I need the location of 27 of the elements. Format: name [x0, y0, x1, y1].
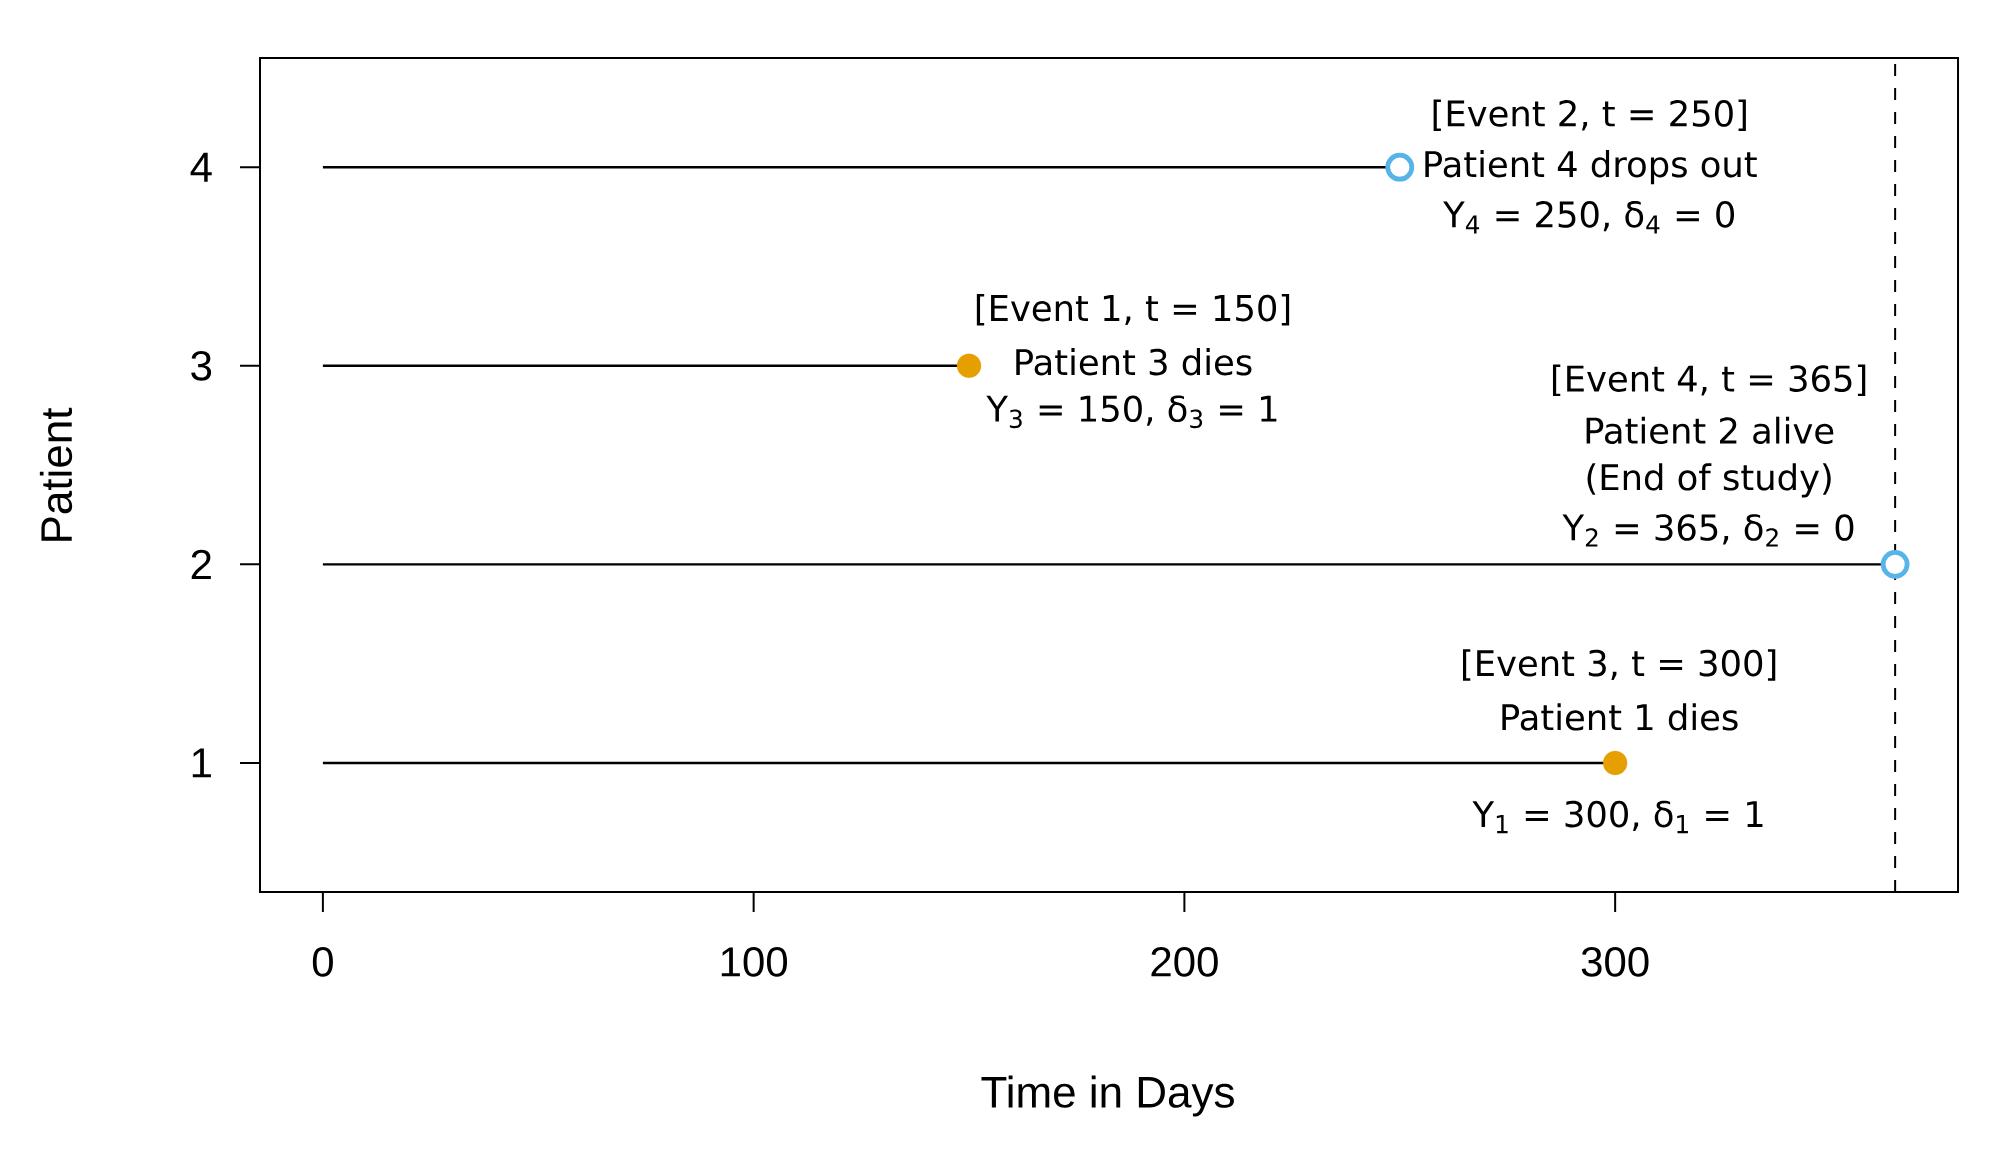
x-tick-label: 100 [721, 947, 788, 977]
annotation: Patient 1 dies [1502, 703, 1738, 731]
x-tick-label: 200 [1151, 947, 1218, 977]
annotation: Y$_{3}$ = 150, δ$_{3}$ = 1 [986, 395, 1277, 429]
annotation: Y$_{1}$ = 300, δ$_{1}$ = 1 [1472, 800, 1763, 834]
annotation: [Event 3, t = 300] [1462, 649, 1776, 681]
x-axis-title: Time in Days [981, 1075, 1234, 1117]
annotation: [Event 2, t = 250] [1433, 99, 1746, 131]
y-axis-title: Patient [39, 407, 73, 541]
annotation: (End of study) [1587, 463, 1831, 498]
annotation: Patient 3 dies [1016, 348, 1252, 376]
y-tick-label: 4 [190, 152, 212, 182]
x-tick-label: 300 [1581, 947, 1649, 977]
annotation: Y$_{2}$ = 365, δ$_{2}$ = 0 [1562, 514, 1854, 547]
point [1603, 750, 1628, 776]
x-tick-label: 0 [312, 947, 333, 977]
annotation: Patient 2 alive [1586, 416, 1834, 445]
point [1880, 549, 1910, 579]
annotation: [Event 1, t = 150] [976, 294, 1290, 326]
y-tick-label: 3 [191, 350, 212, 381]
annotation: Patient 4 drops out [1425, 150, 1757, 185]
annotation: [Event 4, t = 365] [1552, 364, 1866, 397]
y-tick-label: 1 [192, 748, 211, 778]
point [956, 353, 982, 378]
annotation: Y$_{4}$ = 250, δ$_{4}$ = 0 [1443, 201, 1734, 234]
y-tick-label: 2 [191, 549, 211, 580]
point [1385, 152, 1415, 182]
